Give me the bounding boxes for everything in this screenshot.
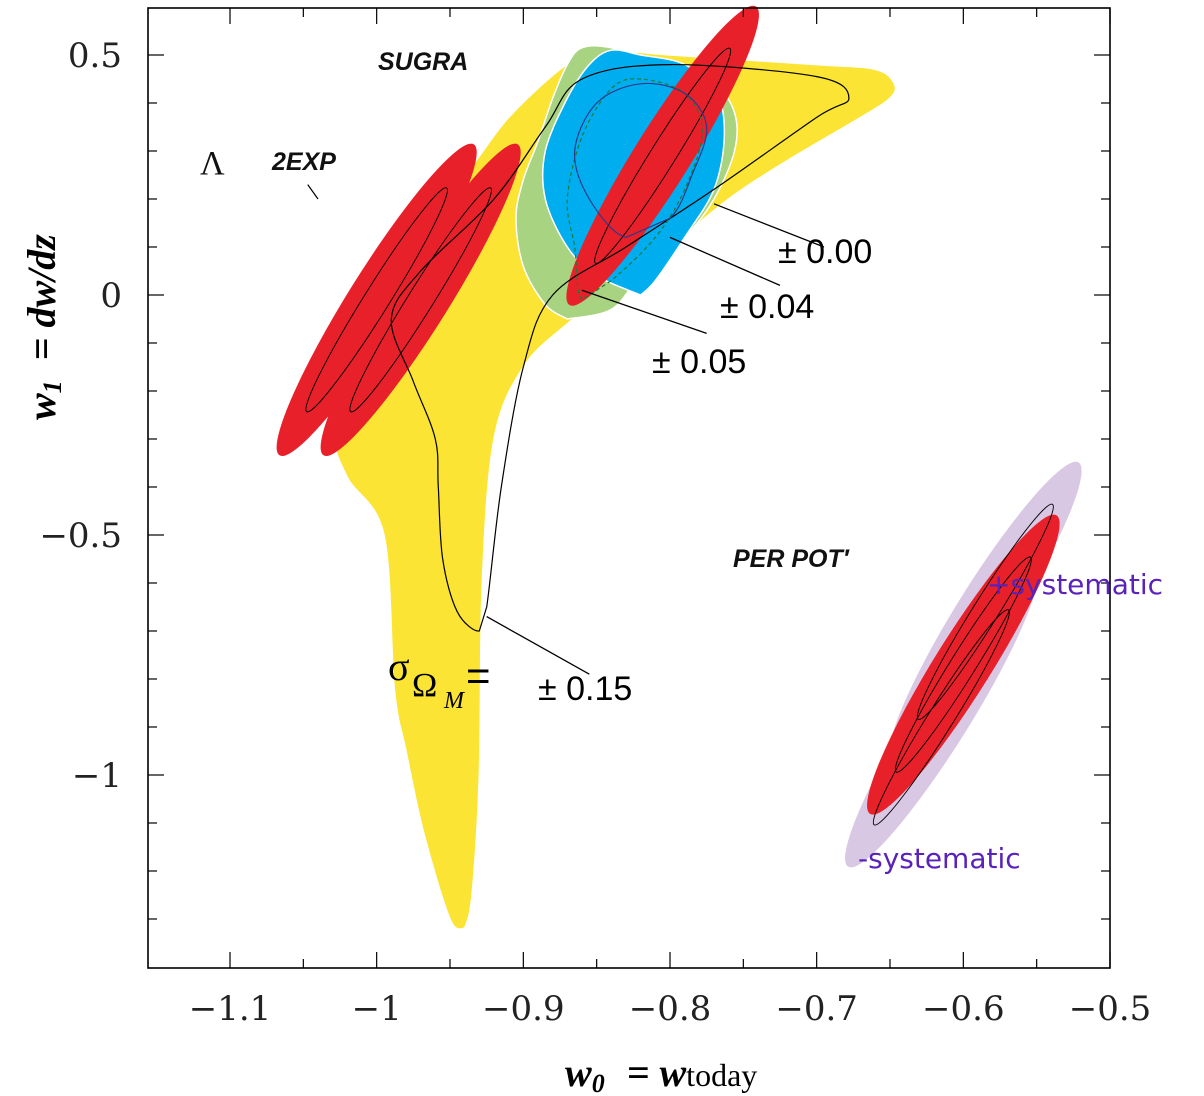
confidence-regions bbox=[276, 5, 1082, 930]
x-tick-label: −1.1 bbox=[189, 989, 272, 1029]
svg-text:Ω: Ω bbox=[412, 667, 437, 704]
inner-contour-perpot bbox=[894, 556, 1032, 773]
inner-contour-0.15 bbox=[390, 63, 850, 632]
leader-err-004 bbox=[669, 236, 781, 286]
x-tick-label: −0.7 bbox=[775, 989, 858, 1029]
y-tick-label: −0.5 bbox=[39, 516, 122, 556]
y-axis-title: w1= dw/dz bbox=[19, 234, 67, 420]
y-tick-label: 0.5 bbox=[68, 36, 122, 76]
label-err-000: ± 0.00 bbox=[778, 233, 872, 271]
y-tick-label: −1 bbox=[72, 756, 122, 796]
label-perpot: PER POT′ bbox=[733, 545, 850, 573]
label-minus-systematic: -systematic bbox=[858, 842, 1021, 875]
svg-text:w0= wtoday: w0 = wtoday bbox=[565, 1050, 757, 1096]
inner-contour-perpot-minus-systematic bbox=[872, 609, 1010, 826]
contour-lines bbox=[305, 47, 1054, 826]
inner-contour-2exp bbox=[349, 187, 492, 413]
region-lcdm bbox=[276, 143, 477, 456]
plot-frame bbox=[147, 7, 1111, 969]
svg-text:w1= dw/dz: w1= dw/dz bbox=[19, 234, 67, 420]
x-axis-title: w0 = wtoday bbox=[565, 1050, 757, 1096]
inner-contour-0.05 bbox=[566, 78, 703, 301]
x-tick-label: −0.8 bbox=[629, 989, 712, 1029]
inner-contour-lcdm bbox=[305, 187, 448, 413]
x-tick-label: −0.6 bbox=[922, 989, 1005, 1029]
region-perpot bbox=[867, 514, 1060, 815]
label-err-005: ± 0.05 bbox=[652, 343, 746, 381]
leader-err-005 bbox=[581, 289, 707, 335]
svg-text:σ: σ bbox=[388, 644, 410, 689]
x-tick-label: −1 bbox=[352, 989, 402, 1029]
label-sugra: SUGRA bbox=[378, 48, 468, 76]
label-sigma-omega-m: σ Ω M = ± 0.15 bbox=[388, 644, 632, 714]
x-tick-label: −0.5 bbox=[1069, 989, 1152, 1029]
leader-err-000 bbox=[713, 203, 825, 248]
leader-lines bbox=[307, 184, 825, 675]
leader-sigma bbox=[486, 616, 590, 675]
axis-ticks bbox=[148, 8, 1111, 968]
tick-labels: −1.1 −1 −0.9 −0.8 −0.7 −0.6 −0.5 0.5 0 −0.5 −1 bbox=[39, 36, 1151, 1029]
region-2exp bbox=[320, 143, 521, 456]
svg-text:± 0.15: ± 0.15 bbox=[538, 670, 632, 708]
svg-text:=: = bbox=[466, 652, 491, 699]
x-tick-label: −0.9 bbox=[482, 989, 565, 1029]
y-tick-label: 0 bbox=[100, 276, 122, 316]
svg-text:M: M bbox=[443, 688, 466, 714]
label-2exp: 2EXP bbox=[271, 148, 336, 176]
label-plus-systematic: +systematic bbox=[987, 568, 1163, 601]
leader-lambda bbox=[307, 184, 319, 200]
region-sigma-omegam-0.15 bbox=[331, 49, 897, 930]
label-err-004: ± 0.04 bbox=[720, 288, 814, 326]
label-lambda: Λ bbox=[200, 145, 225, 182]
inner-contour-0.04 bbox=[574, 82, 708, 239]
inner-contour-sugra bbox=[594, 47, 732, 264]
